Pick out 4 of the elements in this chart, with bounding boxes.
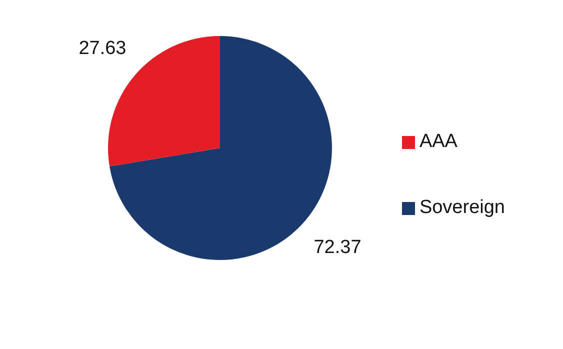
legend-label: Sovereign [419,196,505,218]
data-label: 27.63 [78,38,126,59]
legend-label: AAA [419,130,458,152]
data-label: 72.37 [314,237,362,258]
